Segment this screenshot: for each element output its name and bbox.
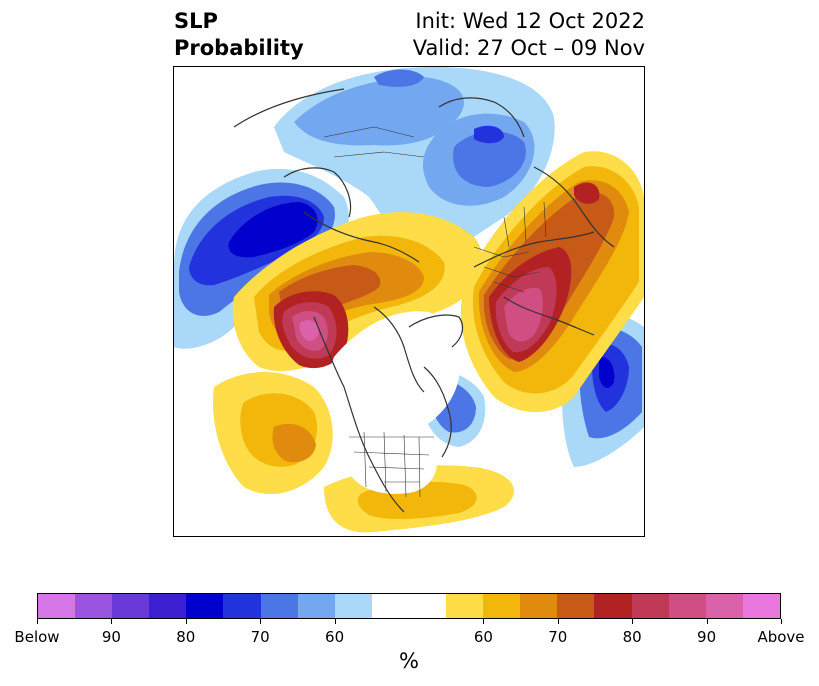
colorbar-tick-mark [37, 619, 38, 624]
title-line-2: Probability [174, 36, 304, 60]
colorbar-tick-mark [185, 619, 187, 624]
blue-region-pacific [174, 168, 349, 349]
colorbar-segment [38, 594, 76, 618]
colorbar-segment [742, 594, 780, 618]
border-lines [323, 126, 547, 498]
colorbar-segment [446, 594, 484, 618]
colorbar-segment [112, 594, 150, 618]
colorbar-segment [260, 594, 298, 618]
colorbar-segment [631, 594, 669, 618]
colorbar-tick-label: 80 [622, 628, 642, 646]
title-block: SLP Probability [174, 8, 304, 62]
colorbar-tick-label: 70 [548, 628, 568, 646]
colorbar-segment [668, 594, 706, 618]
colorbar-segment [297, 594, 335, 618]
colorbar-segment [334, 594, 372, 618]
colorbar [37, 593, 781, 619]
colorbar-tick-label: 90 [101, 628, 121, 646]
map-canvas [174, 67, 644, 533]
colorbar-tick-label: 60 [325, 628, 345, 646]
colorbar-tick-mark [632, 619, 634, 624]
colorbar-tick-mark [334, 619, 336, 624]
colorbar-segment [149, 594, 187, 618]
colorbar-tick-mark [781, 619, 782, 624]
colorbar-tick-mark [111, 619, 113, 624]
colorbar-tick-label: Below [14, 628, 60, 646]
colorbar-segment [408, 594, 447, 618]
colorbar-tick-mark [557, 619, 559, 624]
coastline-lines [233, 88, 615, 513]
blue-region-arctic [274, 67, 555, 267]
colorbar-unit: % [399, 649, 419, 673]
init-date: Init: Wed 12 Oct 2022 [415, 9, 645, 33]
colorbar-tick-label: 80 [176, 628, 196, 646]
probability-map [173, 66, 645, 537]
colorbar-segment [371, 594, 409, 618]
colorbar-tick-mark [260, 619, 262, 624]
colorbar-tick-mark [483, 619, 485, 624]
colorbar-segment [223, 594, 261, 618]
colorbar-tick-label: 90 [697, 628, 717, 646]
colorbar-segment [705, 594, 743, 618]
neutral-region-canada [328, 311, 461, 494]
colorbar-segment [75, 594, 113, 618]
colorbar-segment [594, 594, 632, 618]
valid-range: Valid: 27 Oct – 09 Nov [412, 36, 645, 60]
warm-region-europe [460, 151, 644, 412]
colorbar-tick-mark [706, 619, 708, 624]
title-line-1: SLP [174, 9, 218, 33]
warm-region-north [232, 212, 484, 372]
date-block: Init: Wed 12 Oct 2022 Valid: 27 Oct – 09… [413, 8, 645, 62]
colorbar-tick-label: 60 [473, 628, 493, 646]
colorbar-segment [186, 594, 224, 618]
colorbar-tick-label: 70 [250, 628, 270, 646]
colorbar-segment [483, 594, 521, 618]
colorbar-segment [520, 594, 558, 618]
colorbar-tick-label: Above [757, 628, 805, 646]
colorbar-segment [557, 594, 595, 618]
